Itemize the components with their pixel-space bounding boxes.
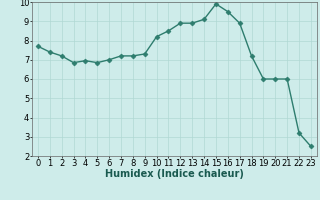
X-axis label: Humidex (Indice chaleur): Humidex (Indice chaleur) — [105, 169, 244, 179]
